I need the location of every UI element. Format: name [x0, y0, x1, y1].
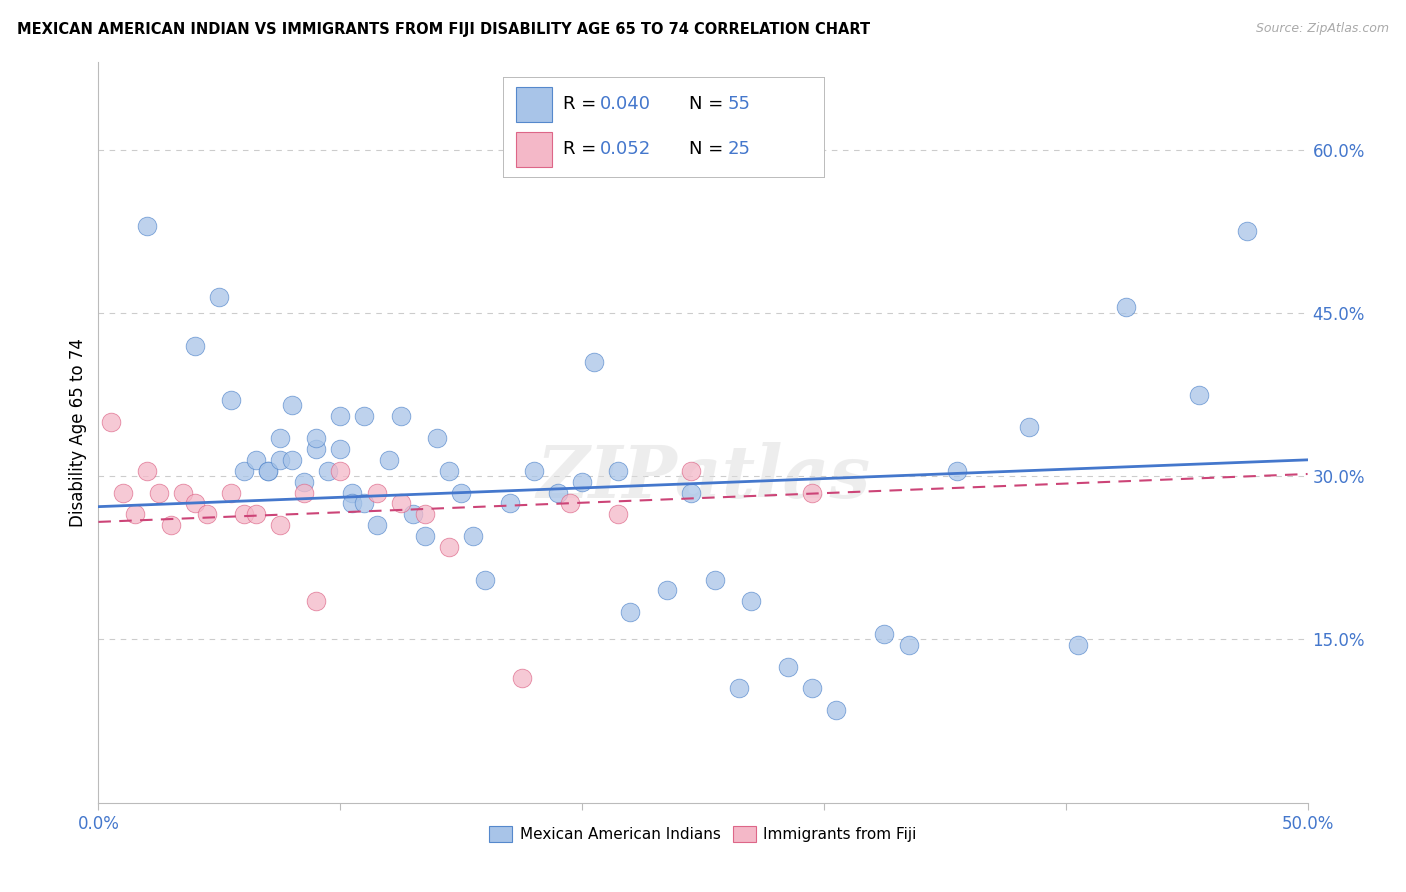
Point: [148, 485, 170, 500]
Point: [523, 464, 546, 478]
Point: [366, 518, 388, 533]
Point: [450, 485, 472, 500]
Point: [305, 442, 328, 456]
Point: [897, 638, 920, 652]
Point: [135, 464, 157, 478]
Point: [474, 573, 496, 587]
Point: [740, 594, 762, 608]
Point: [1067, 638, 1090, 652]
Point: [172, 485, 194, 500]
Point: [342, 496, 364, 510]
Text: Source: ZipAtlas.com: Source: ZipAtlas.com: [1256, 22, 1389, 36]
Point: [269, 431, 291, 445]
Point: [281, 453, 304, 467]
Legend: Mexican American Indians, Immigrants from Fiji: Mexican American Indians, Immigrants fro…: [484, 821, 922, 848]
Point: [366, 485, 388, 500]
Point: [292, 475, 315, 489]
Point: [946, 464, 969, 478]
Point: [256, 464, 278, 478]
Point: [269, 453, 291, 467]
Point: [728, 681, 751, 696]
Point: [329, 464, 352, 478]
Point: [135, 219, 157, 233]
Point: [825, 703, 848, 717]
Point: [269, 518, 291, 533]
Point: [583, 355, 606, 369]
Point: [800, 681, 823, 696]
Point: [232, 508, 254, 522]
Point: [607, 464, 630, 478]
Point: [1115, 301, 1137, 315]
Point: [655, 583, 678, 598]
Point: [413, 529, 436, 543]
Point: [100, 415, 122, 429]
Point: [558, 496, 581, 510]
Point: [498, 496, 520, 510]
Point: [316, 464, 339, 478]
Point: [377, 453, 399, 467]
Point: [619, 605, 641, 619]
Point: [437, 540, 460, 554]
Text: ZIPatlas: ZIPatlas: [536, 442, 870, 513]
Point: [426, 431, 449, 445]
Point: [547, 485, 569, 500]
Point: [256, 464, 278, 478]
Point: [292, 485, 315, 500]
Point: [208, 289, 231, 303]
Point: [607, 508, 630, 522]
Point: [1018, 420, 1040, 434]
Point: [413, 508, 436, 522]
Point: [281, 398, 304, 412]
Point: [353, 496, 375, 510]
Point: [245, 453, 267, 467]
Point: [329, 442, 352, 456]
Point: [195, 508, 218, 522]
Point: [305, 594, 328, 608]
Point: [221, 485, 243, 500]
Point: [232, 464, 254, 478]
Point: [873, 627, 896, 641]
Point: [124, 508, 146, 522]
Point: [329, 409, 352, 424]
Point: [184, 338, 207, 352]
Y-axis label: Disability Age 65 to 74: Disability Age 65 to 74: [69, 338, 87, 527]
Point: [510, 671, 533, 685]
Point: [571, 475, 593, 489]
Point: [1188, 387, 1211, 401]
Point: [679, 464, 702, 478]
Point: [1236, 224, 1258, 238]
Point: [221, 392, 243, 407]
Point: [111, 485, 134, 500]
Point: [305, 431, 328, 445]
Point: [800, 485, 823, 500]
Point: [160, 518, 183, 533]
Point: [353, 409, 375, 424]
Point: [342, 485, 364, 500]
Text: MEXICAN AMERICAN INDIAN VS IMMIGRANTS FROM FIJI DISABILITY AGE 65 TO 74 CORRELAT: MEXICAN AMERICAN INDIAN VS IMMIGRANTS FR…: [17, 22, 870, 37]
Point: [245, 508, 267, 522]
Point: [184, 496, 207, 510]
Point: [402, 508, 425, 522]
Point: [463, 529, 485, 543]
Point: [704, 573, 727, 587]
Point: [389, 496, 412, 510]
Point: [776, 659, 799, 673]
Point: [389, 409, 412, 424]
Point: [437, 464, 460, 478]
Point: [679, 485, 702, 500]
